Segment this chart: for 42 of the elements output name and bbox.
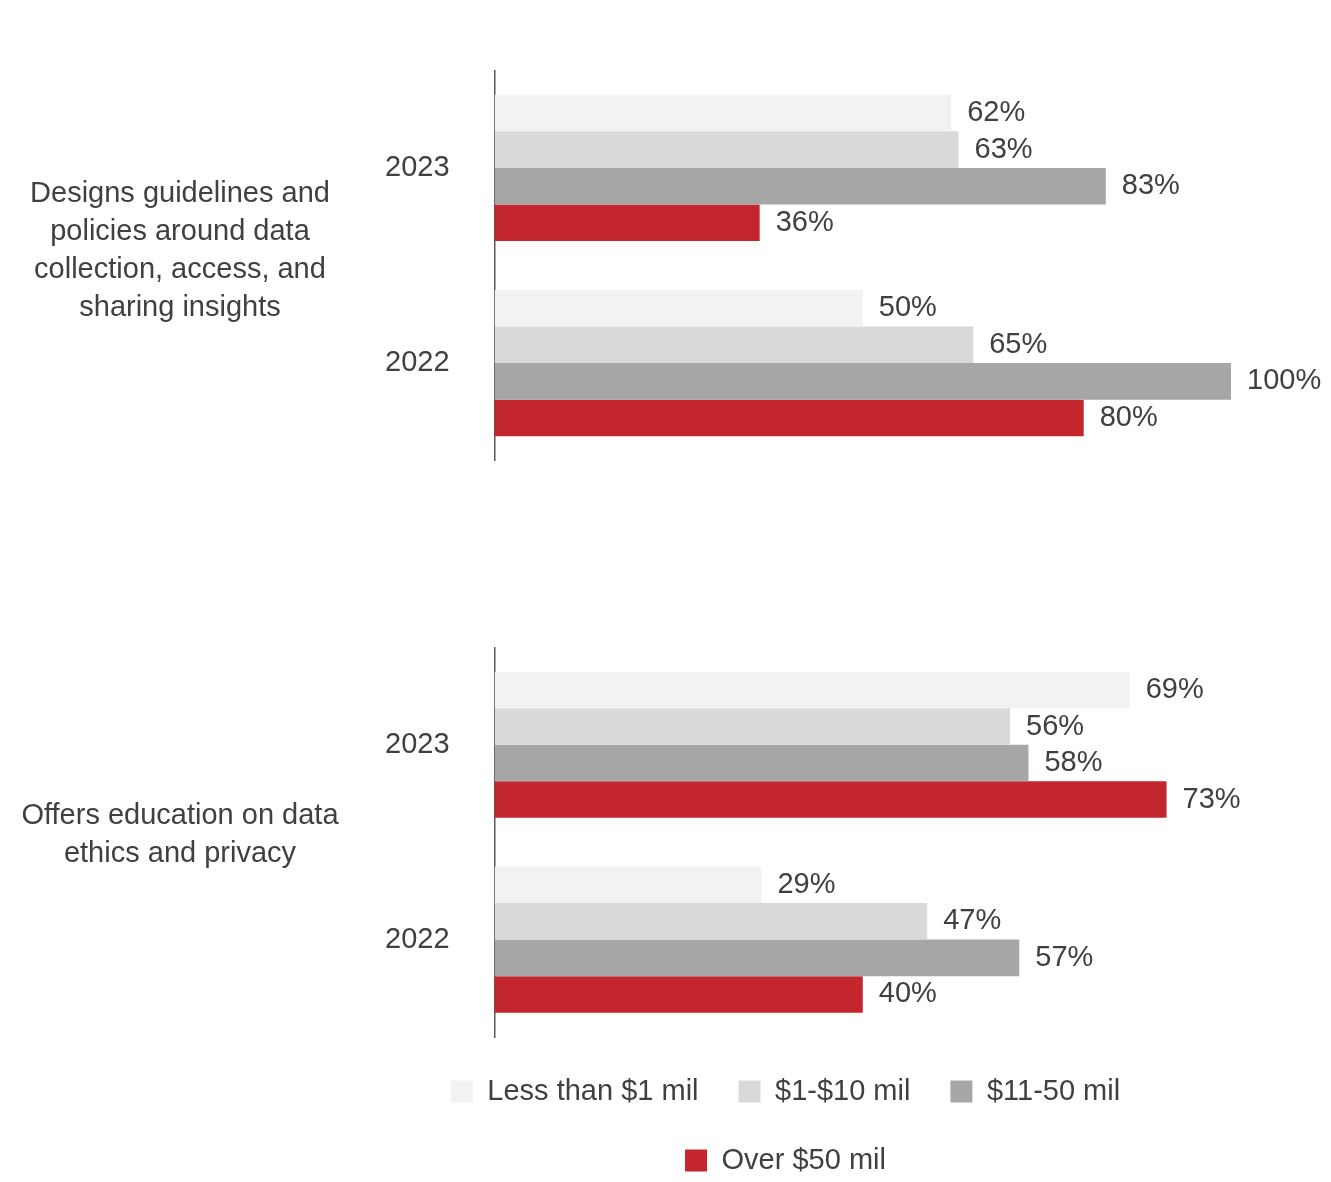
bar: [494, 289, 863, 327]
y-tick-label: 2023: [385, 726, 450, 759]
bar: [494, 204, 760, 242]
y-tick-label: 2022: [385, 921, 450, 954]
data-label: 83%: [1121, 168, 1180, 201]
data-label: 65%: [989, 326, 1048, 359]
data-label: 50%: [878, 290, 937, 323]
legend-label: Over $50 mil: [721, 1142, 886, 1175]
bar: [494, 131, 959, 168]
data-label: 62%: [967, 95, 1026, 128]
y-tick-label: 2022: [385, 345, 450, 378]
bar: [494, 326, 974, 364]
bar: [494, 94, 952, 132]
bar: [494, 866, 762, 904]
data-label: 80%: [1099, 399, 1158, 432]
bar: [494, 939, 1020, 977]
data-label: 73%: [1182, 781, 1241, 814]
data-label: 100%: [1247, 363, 1322, 396]
data-label: 57%: [1035, 939, 1094, 972]
bar: [494, 363, 1231, 400]
data-label: 40%: [878, 976, 937, 1009]
legend-label: $1-$10 mil: [775, 1073, 911, 1106]
bar: [494, 744, 1029, 782]
bar: [494, 781, 1167, 818]
data-label: 47%: [943, 903, 1002, 936]
data-label: 63%: [974, 131, 1033, 164]
data-label: 58%: [1044, 745, 1103, 778]
data-label: 36%: [775, 204, 834, 237]
y-tick-label: 2023: [385, 149, 450, 182]
bar: [494, 399, 1084, 437]
data-label: 29%: [777, 866, 836, 899]
y-axis-title: Offers education on data ethics and privacy: [20, 797, 340, 870]
bar: [494, 708, 1011, 745]
data-label: 69%: [1145, 672, 1204, 705]
data-label: 56%: [1026, 708, 1085, 741]
bar: [494, 167, 1106, 205]
bar: [494, 903, 928, 940]
bar: [494, 976, 863, 1013]
legend-label: Less than $1 mil: [487, 1073, 699, 1106]
legend-label: $11-50 mil: [986, 1073, 1121, 1106]
bar: [494, 671, 1130, 709]
y-axis-title: Designs guidelines and policies around data collection, access, and sharing insights: [29, 175, 331, 324]
